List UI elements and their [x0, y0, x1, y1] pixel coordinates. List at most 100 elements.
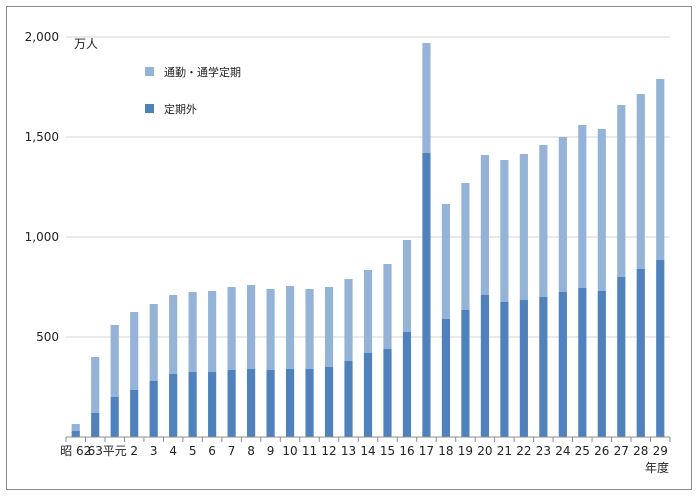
y-tick-label: 1,000	[25, 230, 59, 244]
bar-commuter	[558, 137, 567, 292]
bar-non-commuter	[91, 413, 100, 437]
bar-commuter	[539, 145, 548, 297]
x-tick-label: 17	[419, 444, 434, 458]
y-tick-label: 1,500	[25, 130, 59, 144]
legend-label-commuter: 通勤・通学定期	[164, 65, 241, 79]
bar-commuter	[636, 94, 645, 269]
bar-non-commuter	[656, 260, 665, 437]
bar-non-commuter	[363, 353, 373, 437]
bar-commuter	[305, 289, 314, 369]
bar-non-commuter	[188, 372, 197, 437]
chart-frame: 500 1,000 1,500 2,000 昭 62 63 平元 2 3 4 5 6 7 8 9 10 11 1…	[6, 6, 692, 490]
bar-commuter	[130, 312, 139, 390]
bar-commuter	[363, 270, 373, 353]
x-tick-label: 15	[380, 444, 395, 458]
bars	[71, 43, 665, 437]
y-axis-ticks: 500 1,000 1,500 2,000	[25, 30, 59, 344]
bar-commuter	[149, 304, 158, 381]
x-tick-label: 4	[169, 444, 177, 458]
x-tick-label: 26	[594, 444, 609, 458]
bar-non-commuter	[441, 319, 451, 437]
x-tick-label: 12	[321, 444, 336, 458]
bar-commuter	[247, 285, 256, 369]
bar-non-commuter	[71, 431, 80, 437]
x-tick-label: 20	[477, 444, 492, 458]
bar-non-commuter	[266, 370, 275, 437]
x-tick-label: 10	[282, 444, 297, 458]
y-unit-label: 万人	[74, 37, 98, 51]
bar-commuter	[617, 105, 626, 277]
bar-non-commuter	[558, 292, 567, 437]
bar-commuter	[480, 155, 489, 295]
x-tick-label: 8	[247, 444, 255, 458]
x-tick-label: 21	[497, 444, 512, 458]
bar-non-commuter	[422, 153, 431, 437]
bar-non-commuter	[617, 277, 626, 437]
bar-non-commuter	[539, 297, 548, 437]
x-tick-label: 6	[208, 444, 216, 458]
x-tick-label: 平元	[103, 444, 127, 458]
bar-commuter	[91, 357, 100, 413]
bar-commuter	[656, 79, 665, 260]
bar-non-commuter	[597, 291, 606, 437]
bar-commuter	[285, 286, 295, 369]
bar-non-commuter	[285, 369, 295, 437]
bar-non-commuter	[130, 390, 139, 437]
x-tick-label: 22	[516, 444, 531, 458]
bar-commuter	[422, 43, 431, 153]
bar-non-commuter	[227, 370, 236, 437]
bar-non-commuter	[480, 295, 489, 437]
x-tick-label: 13	[341, 444, 356, 458]
x-axis-label: 年度	[645, 460, 669, 475]
bar-non-commuter	[110, 397, 119, 437]
legend: 通勤・通学定期 定期外	[145, 65, 241, 116]
y-tick-label: 500	[36, 330, 59, 344]
bar-commuter	[519, 154, 528, 300]
x-tick-label: 昭 62	[60, 444, 91, 458]
x-tick-label: 29	[653, 444, 668, 458]
legend-swatch-commuter	[145, 67, 154, 76]
bar-non-commuter	[383, 349, 392, 437]
x-tick-label: 16	[399, 444, 414, 458]
bar-commuter	[383, 264, 392, 349]
x-axis	[65, 436, 671, 442]
x-tick-label: 9	[267, 444, 275, 458]
x-tick-label: 18	[438, 444, 453, 458]
bar-commuter	[578, 125, 587, 288]
bar-non-commuter	[169, 374, 178, 437]
bar-non-commuter	[578, 288, 587, 437]
bar-commuter	[344, 279, 353, 361]
x-tick-label: 5	[189, 444, 197, 458]
x-tick-label: 24	[555, 444, 570, 458]
x-tick-label: 19	[458, 444, 473, 458]
bar-commuter	[500, 160, 509, 302]
bar-commuter	[169, 295, 178, 374]
x-tick-label: 3	[150, 444, 158, 458]
bar-commuter	[597, 129, 606, 291]
bar-commuter	[110, 325, 119, 397]
bar-commuter	[402, 240, 412, 332]
bar-commuter	[188, 292, 197, 372]
bar-commuter	[71, 424, 80, 431]
bar-commuter	[324, 287, 334, 367]
bar-commuter	[227, 287, 236, 370]
x-tick-label: 25	[575, 444, 590, 458]
bar-commuter	[441, 204, 451, 319]
bar-non-commuter	[461, 310, 470, 437]
x-tick-label: 2	[130, 444, 138, 458]
bar-commuter	[461, 183, 470, 310]
bar-commuter	[208, 291, 217, 372]
bar-non-commuter	[636, 269, 645, 437]
x-tick-label: 11	[302, 444, 317, 458]
bar-commuter	[266, 289, 275, 370]
bar-non-commuter	[500, 302, 509, 437]
y-tick-label: 2,000	[25, 30, 59, 44]
legend-swatch-non-commuter	[145, 104, 154, 113]
bar-non-commuter	[519, 300, 528, 437]
bar-non-commuter	[208, 372, 217, 437]
bar-non-commuter	[247, 369, 256, 437]
x-tick-label: 23	[536, 444, 551, 458]
bar-non-commuter	[324, 367, 334, 437]
